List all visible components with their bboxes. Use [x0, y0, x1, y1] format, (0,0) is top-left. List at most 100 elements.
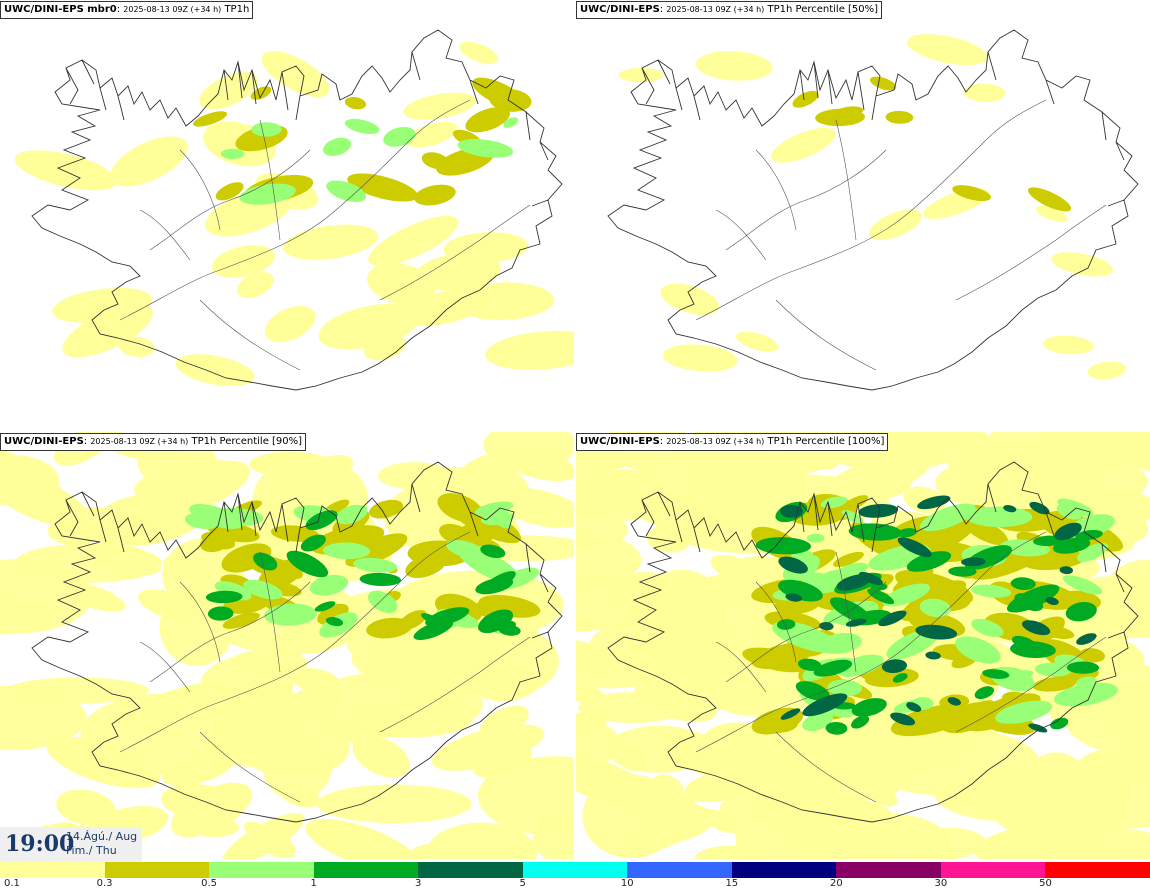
precip-area	[496, 517, 512, 529]
road-line	[715, 209, 767, 261]
panel-model: UWC/DINI-EPS mbr0	[4, 4, 117, 15]
road-line	[755, 581, 797, 663]
precip-area	[971, 584, 1012, 598]
precip-area	[819, 622, 834, 631]
precip-area	[947, 697, 961, 706]
precip-area	[1087, 361, 1127, 380]
map-canvas	[0, 432, 574, 859]
precip-area	[250, 86, 272, 100]
precip-area	[211, 245, 276, 278]
precip-area	[827, 679, 863, 697]
precip-area	[618, 67, 664, 83]
precip-area	[870, 583, 888, 591]
colorbar-segment	[104, 862, 210, 878]
precip-area	[772, 622, 842, 654]
precip-area	[694, 845, 773, 859]
colorbar-tick-label: 0.3	[96, 878, 113, 889]
precip-area	[414, 184, 456, 206]
precip-area	[465, 107, 510, 133]
iceland-coastline	[31, 461, 563, 823]
precip-area	[413, 619, 454, 641]
colorbar-tick-label: 50	[1039, 878, 1052, 889]
panel-title: UWC/DINI-EPS: 2025-08-13 09Z (+34 h) TP1…	[576, 1, 883, 19]
precip-area	[118, 336, 155, 357]
road-line	[775, 731, 877, 803]
precip-area	[415, 253, 501, 291]
map-panel-mbr0: UWC/DINI-EPS mbr0: 2025-08-13 09Z (+34 h…	[0, 0, 574, 427]
road-line	[695, 646, 907, 753]
precip-area	[776, 619, 796, 630]
precip-area	[909, 827, 987, 859]
precip-area	[459, 41, 499, 65]
precip-area	[425, 607, 470, 627]
precip-area	[897, 528, 917, 538]
precip-area	[1022, 760, 1114, 811]
precip-area	[239, 183, 296, 205]
precip-area	[457, 139, 514, 158]
precip-area	[316, 784, 472, 824]
precip-area	[205, 590, 243, 604]
precip-area	[892, 568, 934, 594]
precip-area	[885, 110, 914, 124]
precip-area	[314, 601, 336, 612]
precip-area	[353, 557, 398, 573]
precip-layer	[14, 41, 574, 387]
precip-area	[478, 609, 514, 634]
precip-area	[1068, 514, 1115, 538]
precip-area	[347, 173, 418, 202]
iceland-coastline	[607, 461, 1139, 823]
valid-time-box: 19:00 14.Ágú./ Aug Fim./ Thu	[0, 827, 142, 862]
panel-product: TP1h Percentile [90%]	[191, 436, 303, 447]
precip-area	[965, 506, 1033, 528]
precip-area	[634, 679, 718, 722]
precip-area	[323, 137, 352, 156]
precip-area	[1045, 597, 1059, 605]
precip-area	[662, 344, 738, 372]
precip-area	[141, 681, 246, 721]
precip-area	[220, 148, 245, 160]
precip-area	[851, 715, 870, 729]
colorbar-tick-label: 0.5	[201, 878, 218, 889]
road-line	[259, 119, 281, 241]
precip-area	[1027, 187, 1072, 212]
precip-area	[778, 556, 808, 574]
precip-area	[6, 677, 150, 704]
precip-area	[496, 487, 574, 528]
precip-area	[842, 495, 869, 511]
precip-area	[249, 451, 334, 478]
precip-area	[439, 523, 473, 546]
precip-area	[995, 465, 1076, 503]
precip-area	[612, 744, 652, 772]
road-line	[379, 204, 531, 301]
colorbar-segment	[1045, 862, 1150, 878]
precip-area	[470, 843, 527, 859]
precip-area	[309, 574, 349, 596]
precip-area	[485, 330, 574, 370]
colorbar-segment	[731, 862, 837, 878]
road-line	[725, 149, 887, 251]
precip-area	[214, 581, 252, 601]
precip-area	[660, 283, 720, 315]
precip-area	[344, 96, 367, 110]
road-line	[695, 214, 907, 321]
precip-area	[836, 574, 872, 591]
precip-area	[286, 550, 329, 578]
precip-area	[802, 711, 834, 732]
precip-area	[915, 624, 958, 640]
precip-area	[1076, 633, 1097, 645]
precip-area	[110, 136, 188, 187]
colorbar-segment	[522, 862, 628, 878]
colorbar-segment	[209, 862, 314, 878]
colorbar-segment	[836, 862, 941, 878]
precip-area	[1050, 717, 1069, 730]
precip-area	[780, 708, 801, 720]
precip-area	[409, 843, 459, 859]
precip-area	[137, 589, 205, 623]
precip-area	[775, 817, 824, 837]
precip-area	[454, 449, 524, 483]
precip-area	[755, 537, 812, 555]
precip-area	[690, 453, 773, 502]
precip-area	[892, 673, 908, 683]
road-line	[139, 641, 191, 693]
precip-area	[1054, 522, 1082, 541]
